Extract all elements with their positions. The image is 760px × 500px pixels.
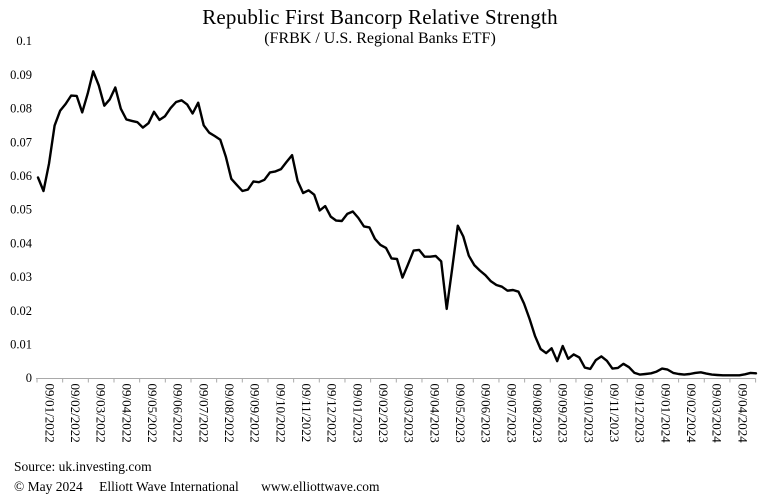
x-axis-tick-label: 09/11/2022 (299, 384, 314, 443)
y-axis-tick-label: 0.07 (10, 135, 32, 149)
x-axis-tick-label: 09/07/2022 (196, 384, 211, 443)
x-axis-tick-label: 09/06/2023 (479, 384, 494, 443)
y-axis-tick-label: 0 (26, 371, 32, 385)
x-axis-tick-label: 09/12/2023 (633, 384, 648, 443)
x-axis-tick-label: 09/08/2023 (530, 384, 545, 443)
x-axis-tick-label: 09/09/2023 (556, 384, 571, 443)
chart-subtitle: (FRBK / U.S. Regional Banks ETF) (264, 30, 496, 47)
x-axis-tick-label: 09/04/2022 (119, 384, 134, 443)
y-axis-tick-label: 0.1 (16, 34, 32, 48)
y-axis-tick-label: 0.08 (10, 102, 32, 116)
chart-title: Republic First Bancorp Relative Strength (202, 5, 558, 29)
copyright-line: © May 2024 Elliott Wave International ww… (14, 479, 379, 495)
x-axis-tick-label: 09/01/2024 (658, 384, 673, 444)
x-axis-tick-label: 09/11/2023 (607, 384, 622, 443)
x-axis-tick-label: 09/01/2023 (350, 384, 365, 443)
x-axis-tick-label: 09/01/2022 (42, 384, 57, 443)
source-note: Source: uk.investing.com (14, 459, 152, 474)
x-axis-tick-label: 09/05/2023 (453, 384, 468, 443)
copyright-text: © May 2024 (14, 479, 83, 494)
x-axis-tick-label: 09/04/2024 (735, 384, 750, 444)
y-axis-tick-label: 0.05 (10, 203, 32, 217)
x-axis-tick-label: 09/04/2023 (427, 384, 442, 443)
x-axis-tick-label: 09/10/2023 (581, 384, 596, 443)
relative-strength-line (36, 70, 758, 377)
y-axis-tick-label: 0.02 (10, 304, 32, 318)
y-axis-tick-label: 0.03 (10, 270, 32, 284)
x-axis-tick-label: 09/09/2022 (248, 384, 263, 443)
organization-name: Elliott Wave International (99, 479, 239, 494)
x-axis-tick-label: 09/02/2024 (684, 384, 699, 444)
x-axis-tick-label: 09/07/2023 (504, 384, 519, 443)
website-url: www.elliottwave.com (261, 479, 380, 494)
x-axis-tick-label: 09/10/2022 (273, 384, 288, 443)
y-axis-tick-label: 0.06 (10, 169, 32, 183)
y-axis-tick-label: 0.09 (10, 68, 32, 82)
x-axis-tick-label: 09/03/2023 (402, 384, 417, 443)
x-axis-tick-label: 09/03/2024 (710, 384, 725, 444)
x-axis-tick-label: 09/03/2022 (94, 384, 109, 443)
x-axis-tick-label: 09/05/2022 (145, 384, 160, 443)
x-axis-tick-label: 09/06/2022 (171, 384, 186, 443)
x-axis-tick-label: 09/02/2022 (68, 384, 83, 443)
x-axis-tick-label: 09/08/2022 (222, 384, 237, 443)
x-axis-tick-label: 09/02/2023 (376, 384, 391, 443)
y-axis-tick-label: 0.01 (10, 338, 32, 352)
x-axis-tick-label: 09/12/2022 (325, 384, 340, 443)
y-axis-tick-label: 0.04 (10, 236, 33, 250)
